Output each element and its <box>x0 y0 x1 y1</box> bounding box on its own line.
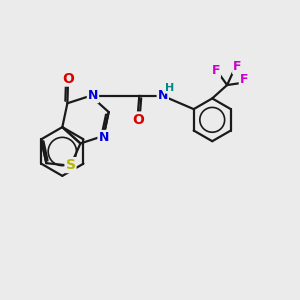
Text: N: N <box>158 89 168 102</box>
Text: O: O <box>62 72 74 86</box>
Text: S: S <box>65 158 76 172</box>
Text: N: N <box>88 89 98 102</box>
Text: F: F <box>233 60 242 74</box>
Text: N: N <box>98 131 109 144</box>
Text: O: O <box>132 112 144 127</box>
Text: F: F <box>212 64 220 77</box>
Text: H: H <box>165 83 175 93</box>
Text: F: F <box>240 73 248 86</box>
